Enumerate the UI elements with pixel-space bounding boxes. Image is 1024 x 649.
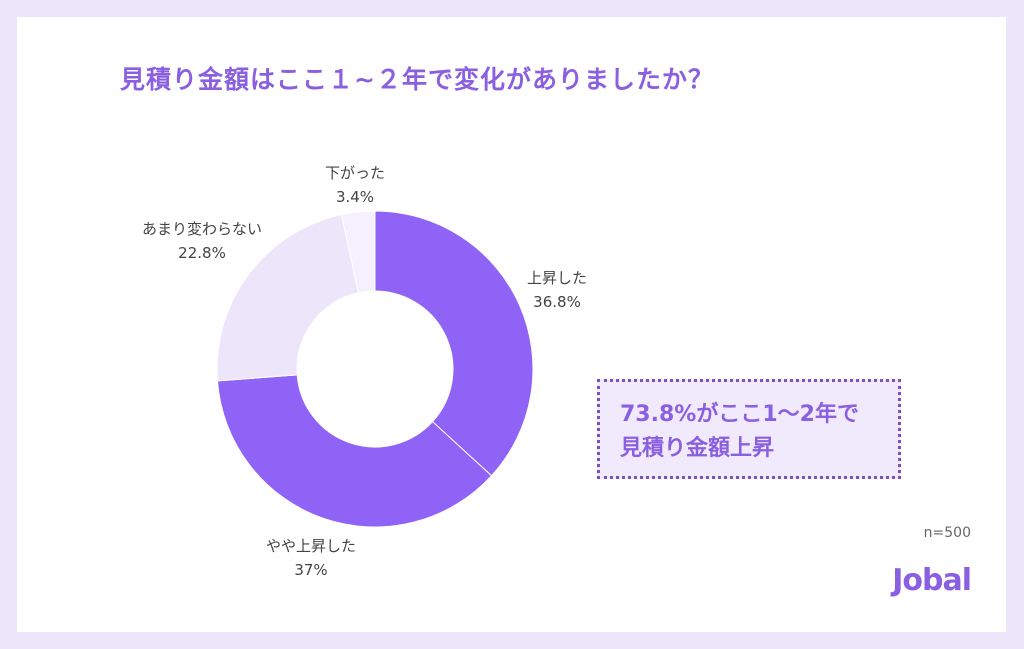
- sample-size: n=500: [923, 525, 971, 541]
- callout-box: 73.8%がここ1〜2年で 見積り金額上昇: [597, 379, 901, 479]
- jobal-logo: Jobal: [892, 563, 972, 598]
- donut-slice-2: [216, 213, 360, 382]
- donut-slice-1: [216, 374, 493, 528]
- label-slightly-rose: やや上昇した 37%: [265, 537, 357, 579]
- label-unchanged: あまり変わらない 22.8%: [141, 220, 263, 262]
- donut-slice-0: [374, 210, 534, 477]
- donut-slice-3: [340, 210, 376, 294]
- label-rose: 上昇した 36.8%: [526, 269, 588, 311]
- chart-title: 見積り金額はここ１~２年で変化がありましたか？: [120, 65, 714, 94]
- label-decreased: 下がった 3.4%: [324, 164, 386, 206]
